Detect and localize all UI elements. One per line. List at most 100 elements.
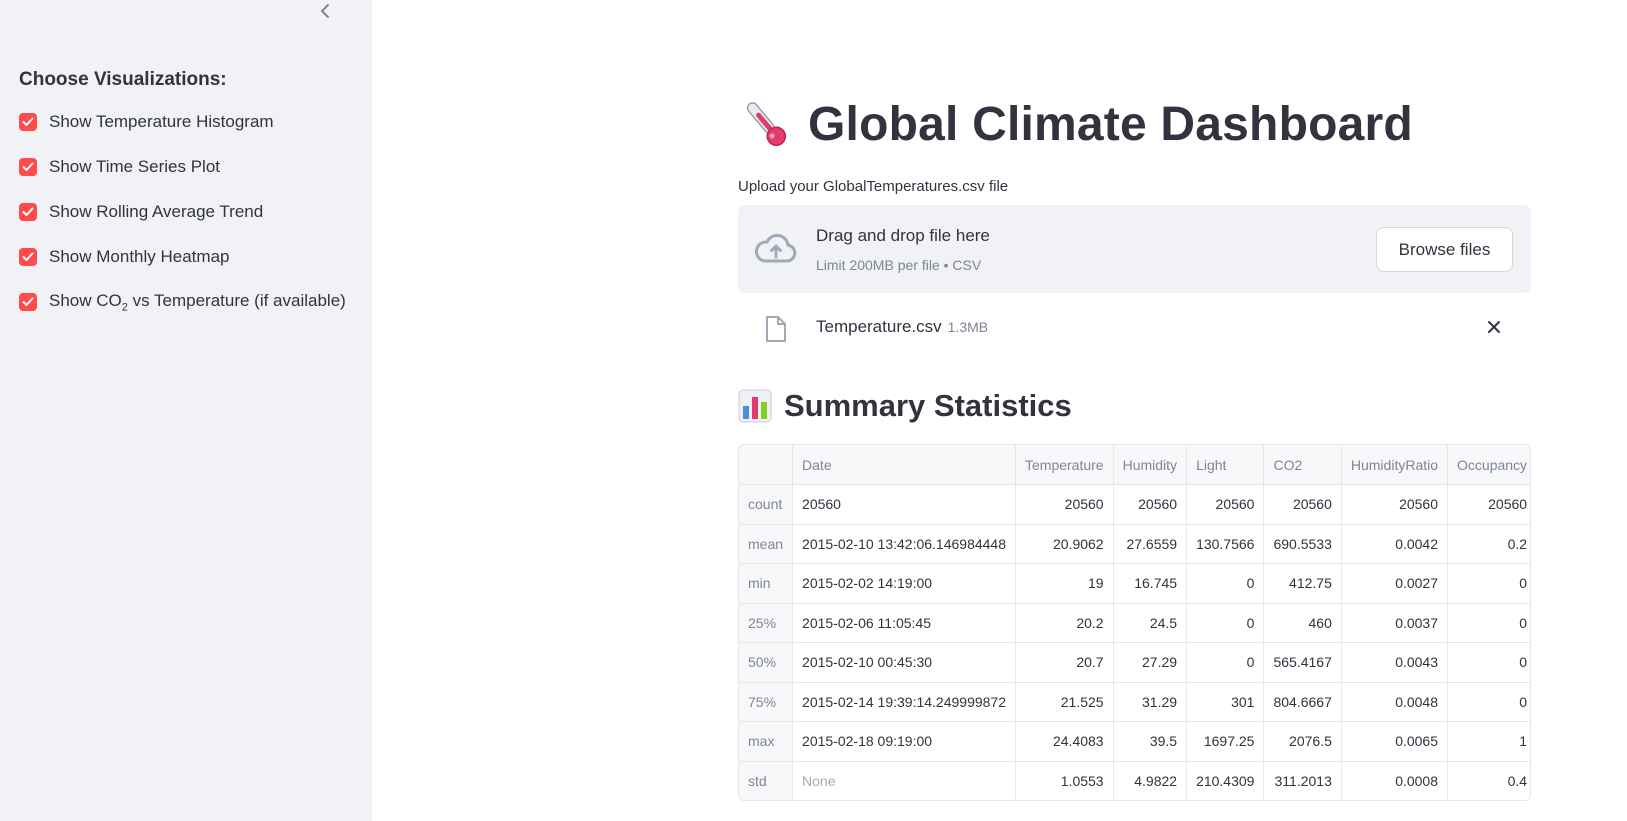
checkbox-label: Show Time Series Plot xyxy=(49,157,221,176)
table-cell[interactable]: 20560 xyxy=(792,484,1016,525)
table-cell[interactable]: 24.4083 xyxy=(1015,721,1114,762)
table-cell[interactable]: 4.9822 xyxy=(1113,761,1188,800)
table-cell[interactable]: 0 xyxy=(1186,603,1265,643)
page-header: Global Climate Dashboard xyxy=(738,96,1413,152)
table-cell[interactable]: 0 xyxy=(1186,642,1265,683)
table-cell[interactable]: 0.0065 xyxy=(1341,721,1449,762)
sidebar-heading: Choose Visualizations: xyxy=(19,69,227,90)
table-cell[interactable]: 2015-02-10 13:42:06.146984448 xyxy=(792,524,1016,564)
table-cell[interactable]: 0 xyxy=(1447,563,1530,604)
index-header[interactable] xyxy=(739,445,794,485)
table-cell[interactable]: 0.0048 xyxy=(1341,682,1449,722)
table-cell[interactable]: 0 xyxy=(1186,563,1265,604)
table-cell[interactable]: 24.5 xyxy=(1113,603,1188,643)
checkbox-temperature-histogram[interactable]: Show Temperature Histogram xyxy=(19,110,346,134)
table-cell[interactable]: 0.2 xyxy=(1447,524,1530,564)
table-cell[interactable]: 311.2013 xyxy=(1263,761,1342,800)
table-cell[interactable]: 20.2 xyxy=(1015,603,1114,643)
table-cell[interactable]: 210.4309 xyxy=(1186,761,1265,800)
table-cell[interactable]: 412.75 xyxy=(1263,563,1342,604)
table-cell[interactable]: 16.745 xyxy=(1113,563,1188,604)
checkbox-checked-icon[interactable] xyxy=(19,248,37,266)
table-cell[interactable]: 39.5 xyxy=(1113,721,1188,762)
remove-file-icon[interactable] xyxy=(1486,319,1502,335)
checkbox-monthly-heatmap[interactable]: Show Monthly Heatmap xyxy=(19,245,346,269)
table-cell[interactable]: 21.525 xyxy=(1015,682,1114,722)
dropzone-title: Drag and drop file here xyxy=(816,226,990,245)
column-header[interactable]: Date xyxy=(792,445,1016,485)
table-cell[interactable]: 0.0042 xyxy=(1341,524,1449,564)
table-cell[interactable]: 27.29 xyxy=(1113,642,1188,683)
file-name-text: Temperature.csv xyxy=(816,317,942,336)
column-header[interactable]: Occupancy xyxy=(1447,445,1530,485)
column-header[interactable]: Light xyxy=(1186,445,1265,485)
page-title: Global Climate Dashboard xyxy=(808,97,1413,151)
table-cell[interactable]: 2015-02-18 09:19:00 xyxy=(792,721,1016,762)
table-cell[interactable]: 460 xyxy=(1263,603,1342,643)
table-cell[interactable]: 0 xyxy=(1447,642,1530,683)
checkbox-time-series[interactable]: Show Time Series Plot xyxy=(19,155,346,179)
table-cell[interactable]: 804.6667 xyxy=(1263,682,1342,722)
visualization-checkboxes: Show Temperature Histogram Show Time Ser… xyxy=(19,110,346,335)
checkbox-rolling-average[interactable]: Show Rolling Average Trend xyxy=(19,200,346,224)
table-cell[interactable]: 565.4167 xyxy=(1263,642,1342,683)
table-cell[interactable]: 301 xyxy=(1186,682,1265,722)
table-cell[interactable]: 0.4 xyxy=(1447,761,1530,800)
thermometer-icon xyxy=(746,102,787,147)
table-cell[interactable]: 0.0037 xyxy=(1341,603,1449,643)
summary-table[interactable]: Date Temperature Humidity Light CO2 HumidityR… xyxy=(738,444,1531,801)
file-dropzone[interactable]: Drag and drop file here Limit 200MB per … xyxy=(738,205,1531,293)
table-row: max 2015-02-18 09:19:00 24.4083 39.5 1697.25… xyxy=(739,721,1530,762)
table-cell[interactable]: 20560 xyxy=(1186,484,1265,525)
table-cell[interactable]: 1697.25 xyxy=(1186,721,1265,762)
column-header[interactable]: Humidity xyxy=(1113,445,1188,485)
table-cell[interactable]: 20560 xyxy=(1341,484,1449,525)
table-cell[interactable]: 0 xyxy=(1447,682,1530,722)
row-index: count xyxy=(739,484,794,525)
table-cell[interactable]: 0.0043 xyxy=(1341,642,1449,683)
checkbox-checked-icon[interactable] xyxy=(19,113,37,131)
table-cell[interactable]: 0 xyxy=(1447,603,1530,643)
browse-files-button[interactable]: Browse files xyxy=(1376,227,1513,272)
table-cell[interactable]: 0.0008 xyxy=(1341,761,1449,800)
table-cell[interactable]: 0.0027 xyxy=(1341,563,1449,604)
table-cell[interactable]: 2076.5 xyxy=(1263,721,1342,762)
checkbox-label: Show CO2 vs Temperature (if available) xyxy=(49,290,346,314)
table-cell[interactable]: 2015-02-06 11:05:45 xyxy=(792,603,1016,643)
table-cell[interactable]: 27.6559 xyxy=(1113,524,1188,564)
sidebar-collapse-button[interactable] xyxy=(314,0,336,22)
table-cell[interactable]: 31.29 xyxy=(1113,682,1188,722)
column-header[interactable]: Temperature xyxy=(1015,445,1114,485)
table-row: 75% 2015-02-14 19:39:14.249999872 21.525 31… xyxy=(739,682,1530,722)
table-cell[interactable]: None xyxy=(792,761,1016,800)
table-cell[interactable]: 20.9062 xyxy=(1015,524,1114,564)
row-index: mean xyxy=(739,524,794,564)
table-cell[interactable]: 2015-02-10 00:45:30 xyxy=(792,642,1016,683)
table-cell[interactable]: 19 xyxy=(1015,563,1114,604)
checkbox-checked-icon[interactable] xyxy=(19,293,37,311)
checkbox-co2-vs-temperature[interactable]: Show CO2 vs Temperature (if available) xyxy=(19,290,346,314)
table-cell[interactable]: 20560 xyxy=(1263,484,1342,525)
uploaded-file: Temperature.csv 1.3MB xyxy=(738,310,1531,346)
table-cell[interactable]: 20560 xyxy=(1447,484,1530,525)
table-cell[interactable]: 130.7566 xyxy=(1186,524,1265,564)
table-cell[interactable]: 1.0553 xyxy=(1015,761,1114,800)
column-header[interactable]: CO2 xyxy=(1263,445,1342,485)
checkbox-label: Show Monthly Heatmap xyxy=(49,247,230,266)
checkbox-checked-icon[interactable] xyxy=(19,203,37,221)
column-header[interactable]: HumidityRatio xyxy=(1341,445,1449,485)
table-cell[interactable]: 20560 xyxy=(1015,484,1114,525)
summary-header: Summary Statistics xyxy=(738,388,1072,424)
section-title: Summary Statistics xyxy=(784,388,1072,423)
table-row: 25% 2015-02-06 11:05:45 20.2 24.5 0 460 0.0037… xyxy=(739,603,1530,643)
table-cell[interactable]: 2015-02-14 19:39:14.249999872 xyxy=(792,682,1016,722)
table-cell[interactable]: 2015-02-02 14:19:00 xyxy=(792,563,1016,604)
table-cell[interactable]: 1 xyxy=(1447,721,1530,762)
table-row: std None 1.0553 4.9822 210.4309 311.2013 0.000… xyxy=(739,761,1530,800)
table-cell[interactable]: 690.5533 xyxy=(1263,524,1342,564)
table-cell[interactable]: 20.7 xyxy=(1015,642,1114,683)
checkbox-checked-icon[interactable] xyxy=(19,158,37,176)
table-cell[interactable]: 20560 xyxy=(1113,484,1188,525)
file-icon xyxy=(766,316,786,342)
row-index: 50% xyxy=(739,642,794,683)
